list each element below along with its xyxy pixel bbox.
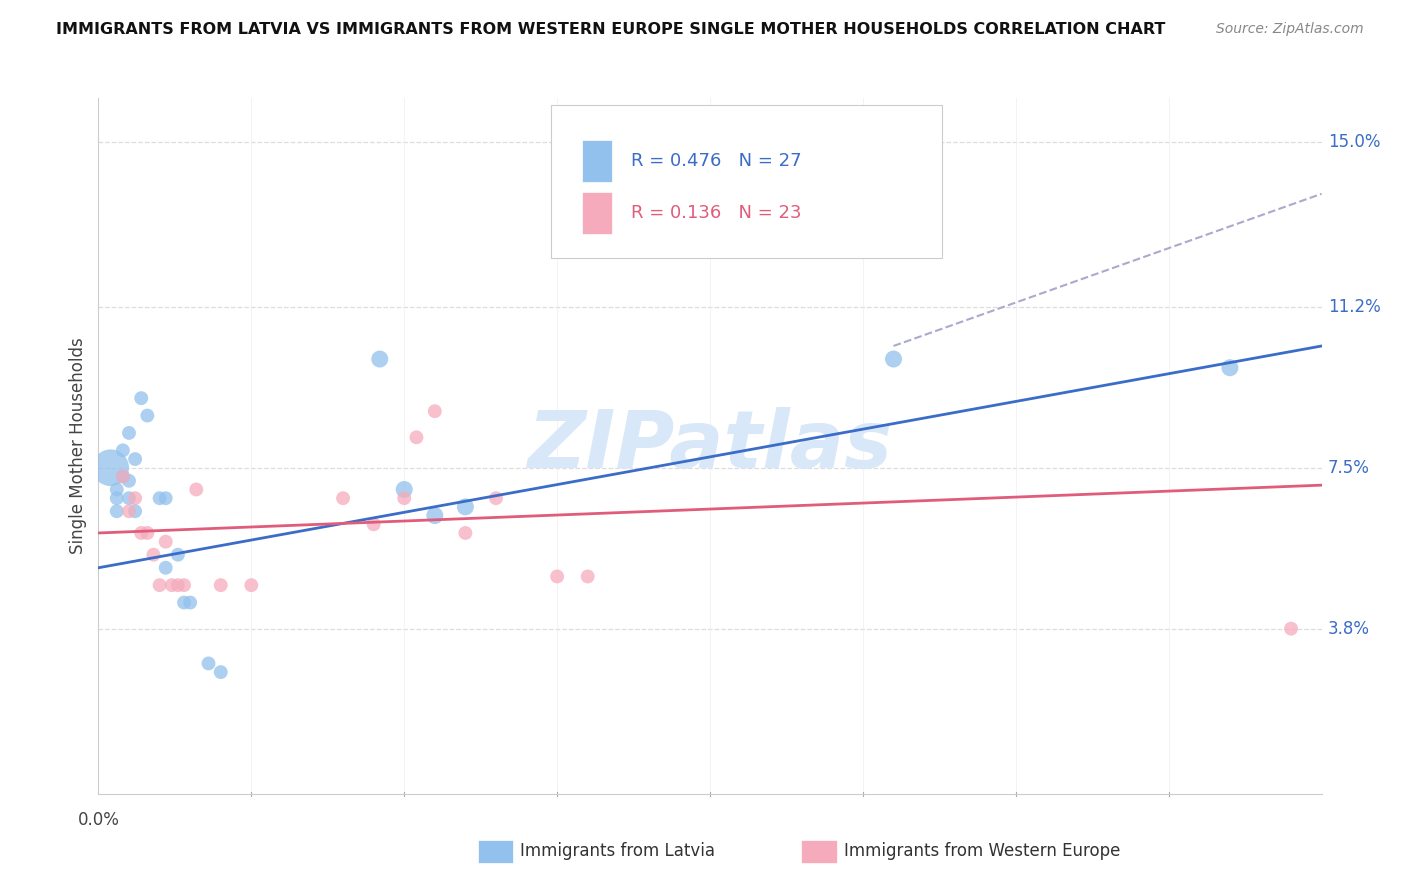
Point — [129, 526, 152, 541]
Point — [197, 657, 219, 671]
Text: R = 0.476   N = 27: R = 0.476 N = 27 — [630, 152, 801, 169]
Text: Source: ZipAtlas.com: Source: ZipAtlas.com — [1216, 22, 1364, 37]
Point — [100, 460, 122, 475]
Point — [576, 569, 599, 583]
Point — [1279, 622, 1302, 636]
Point — [454, 500, 477, 514]
Point — [179, 596, 201, 610]
Point — [129, 391, 152, 405]
Point — [118, 504, 141, 518]
Point — [332, 491, 354, 505]
Point — [209, 665, 232, 680]
Point — [124, 504, 146, 518]
Point — [405, 430, 427, 444]
Point — [209, 578, 232, 592]
Point — [173, 596, 195, 610]
Point — [160, 578, 183, 592]
Point — [392, 483, 416, 497]
Point — [454, 526, 477, 541]
Point — [124, 491, 146, 505]
Point — [546, 569, 568, 583]
Text: R = 0.136   N = 23: R = 0.136 N = 23 — [630, 204, 801, 222]
Point — [883, 351, 905, 366]
Point — [485, 491, 508, 505]
Point — [118, 474, 141, 488]
Text: IMMIGRANTS FROM LATVIA VS IMMIGRANTS FROM WESTERN EUROPE SINGLE MOTHER HOUSEHOLD: IMMIGRANTS FROM LATVIA VS IMMIGRANTS FRO… — [56, 22, 1166, 37]
Point — [136, 409, 159, 423]
Text: 11.2%: 11.2% — [1327, 298, 1381, 316]
Text: 7.5%: 7.5% — [1327, 458, 1369, 476]
Bar — [582, 192, 612, 234]
Point — [105, 504, 128, 518]
Point — [368, 351, 391, 366]
Y-axis label: Single Mother Households: Single Mother Households — [69, 338, 87, 554]
Point — [167, 548, 190, 562]
Point — [149, 578, 172, 592]
Point — [155, 561, 177, 575]
Point — [149, 491, 172, 505]
Text: 3.8%: 3.8% — [1327, 620, 1369, 638]
Point — [118, 491, 141, 505]
Point — [173, 578, 195, 592]
Point — [1219, 360, 1241, 375]
Point — [105, 491, 128, 505]
Point — [142, 548, 165, 562]
Point — [111, 469, 134, 483]
Text: Immigrants from Western Europe: Immigrants from Western Europe — [844, 842, 1121, 860]
Point — [136, 526, 159, 541]
Text: ZIPatlas: ZIPatlas — [527, 407, 893, 485]
Point — [155, 534, 177, 549]
Point — [124, 452, 146, 467]
Point — [423, 404, 446, 418]
Point — [363, 517, 385, 532]
Point — [167, 578, 190, 592]
Point — [741, 212, 763, 227]
Text: 15.0%: 15.0% — [1327, 133, 1381, 151]
Text: 0.0%: 0.0% — [77, 812, 120, 830]
Point — [240, 578, 263, 592]
Point — [155, 491, 177, 505]
Point — [111, 443, 134, 458]
Point — [118, 425, 141, 440]
Point — [105, 483, 128, 497]
Point — [111, 469, 134, 483]
Point — [186, 483, 208, 497]
Text: Immigrants from Latvia: Immigrants from Latvia — [520, 842, 716, 860]
Point — [392, 491, 416, 505]
FancyBboxPatch shape — [551, 105, 942, 258]
Point — [423, 508, 446, 523]
Bar — [582, 140, 612, 182]
